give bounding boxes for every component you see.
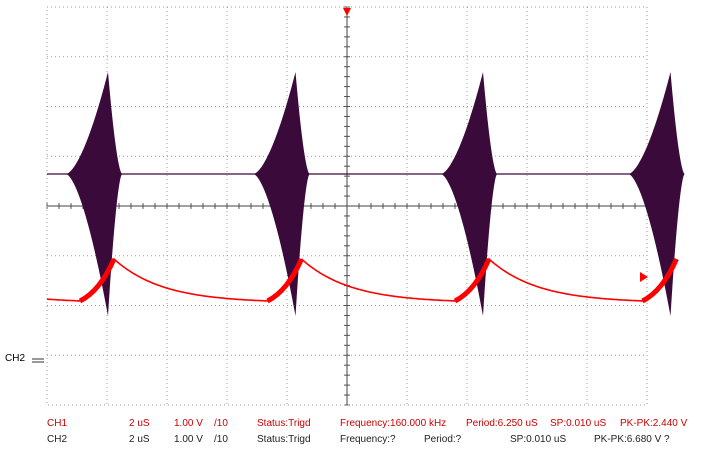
ch1-pkpk: PK-PK:2.440 V [620,418,688,429]
ch1-probe: /10 [214,418,228,429]
ch2-trace [46,257,648,302]
ch2-ground-marker[interactable] [32,358,44,363]
ch2-trigger-status: Status:Trigd [257,434,311,445]
ch2-rising-edge [78,257,117,304]
ch1-burst [628,72,685,316]
ch1-burst [66,72,122,316]
ch2-trigger-level-arrow[interactable] [640,272,648,282]
ch1-timebase: 2 uS [129,418,150,429]
ch1-burst [253,72,310,316]
ch2-channel-label: CH2 [47,434,68,445]
ch1-channel-label: CH1 [47,418,68,429]
ch1-period: Period:6.250 uS [466,418,538,429]
trigger-position-marker[interactable] [343,8,351,16]
ch2-period: Period:? [424,434,462,445]
ch1-trigger-status: Status:Trigd [257,418,311,429]
ch2-rising-edge [266,257,304,304]
ch2-rising-edge [641,257,679,304]
ch2-volts-div: 1.00 V [174,434,203,445]
ch2-waveform [46,257,679,304]
ch2-timebase: 2 uS [129,434,150,445]
ch1-volts-div: 1.00 V [174,418,203,429]
ch2-frequency: Frequency:? [340,434,396,445]
ch2-rising-edge [453,257,492,304]
ch2-status-row: CH2 2 uS 1.00 V /10 Status:Trigd Frequen… [0,433,719,447]
ch2-probe: /10 [214,434,228,445]
ch1-waveform [47,72,685,316]
ch2-sp: SP:0.010 uS [510,434,567,445]
ch1-burst [441,72,497,316]
ch1-status-row: CH1 2 uS 1.00 V /10 Status:Trigd Frequen… [0,417,719,431]
graticule-grid [46,6,648,406]
ch1-sp: SP:0.010 uS [550,418,607,429]
ch2-pkpk: PK-PK:6.680 V ? [594,434,670,445]
ch1-frequency: Frequency:160.000 kHz [340,418,447,429]
graticule-border [46,6,648,406]
ch2-ground-label: CH2 [5,353,26,364]
